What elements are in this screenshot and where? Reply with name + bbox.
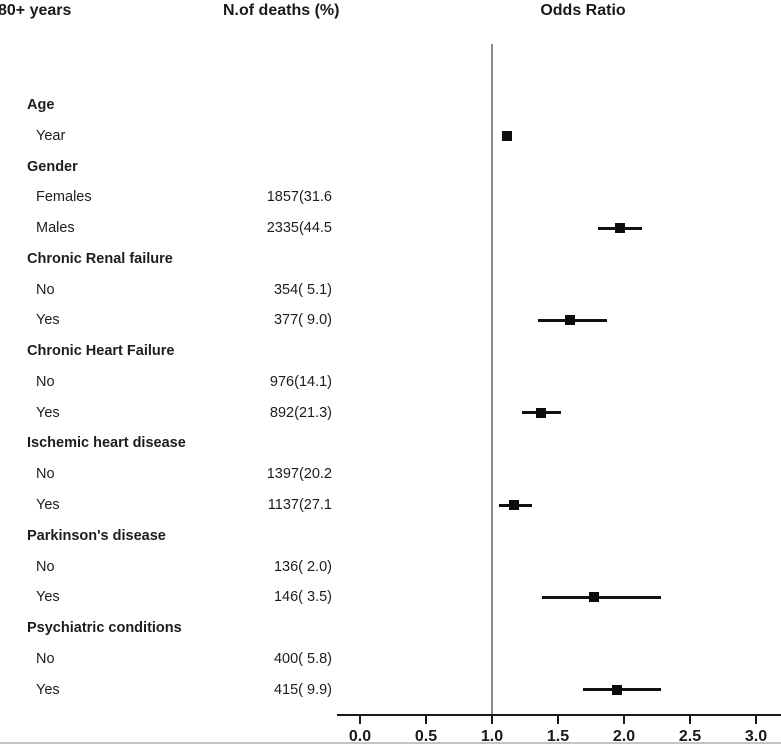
deaths-count-value: 1137(27.1 xyxy=(267,497,332,513)
x-axis-tick xyxy=(755,714,757,724)
row-item-label: Yes xyxy=(36,681,60,698)
row-item-label: Year xyxy=(36,127,66,144)
deaths-count-value: 976(14.1) xyxy=(269,373,332,390)
x-axis-tick-label: 3.0 xyxy=(744,728,768,744)
odds-ratio-marker xyxy=(509,500,520,510)
deaths-count-value: 146( 3.5) xyxy=(273,589,332,606)
column-header-age-group: 80+ years xyxy=(0,2,72,19)
x-axis-tick-label: 1.0 xyxy=(480,728,504,744)
deaths-count-value: 400( 5.8) xyxy=(273,650,332,667)
x-axis-tick xyxy=(491,714,493,724)
row-item-label: Males xyxy=(36,220,75,237)
odds-ratio-marker xyxy=(535,407,546,418)
x-axis-tick-label: 1.5 xyxy=(546,728,570,744)
deaths-count-value: 136( 2.0) xyxy=(273,558,332,575)
deaths-count-value: 1397(20.2 xyxy=(266,466,332,483)
x-axis-line xyxy=(337,714,781,716)
deaths-count-value: 377( 9.0) xyxy=(273,312,332,329)
row-category-label: Chronic Heart Failure xyxy=(27,343,175,360)
row-item-label: No xyxy=(36,466,55,483)
x-axis-tick-label: 0.0 xyxy=(348,728,372,744)
row-category-label: Psychiatric conditions xyxy=(27,620,182,637)
x-axis-tick xyxy=(623,714,625,724)
x-axis-tick-label: 0.5 xyxy=(414,728,438,744)
x-axis-tick xyxy=(359,714,361,724)
x-axis-tick-label: 2.0 xyxy=(612,728,636,744)
confidence-interval-line xyxy=(542,595,661,599)
deaths-count-value: 1857(31.6 xyxy=(266,189,332,206)
odds-ratio-marker xyxy=(615,223,626,234)
x-axis-tick xyxy=(557,714,559,724)
x-axis-tick xyxy=(689,714,691,724)
deaths-count-value: 2335(44.5 xyxy=(266,220,332,237)
row-item-label: No xyxy=(36,650,55,667)
odds-ratio-marker xyxy=(588,592,599,603)
deaths-count-value: 354( 5.1) xyxy=(273,281,332,298)
row-item-label: Yes xyxy=(36,404,60,421)
row-category-label: Ischemic heart disease xyxy=(27,435,186,452)
row-item-label: No xyxy=(36,558,55,575)
row-item-label: Yes xyxy=(36,312,60,329)
row-category-label: Chronic Renal failure xyxy=(27,250,173,267)
row-item-label: Yes xyxy=(36,589,60,606)
row-category-label: Age xyxy=(27,97,55,113)
row-item-label: Females xyxy=(36,189,92,206)
x-axis-tick xyxy=(425,714,427,724)
row-item-label: Yes xyxy=(36,497,60,513)
row-category-label: Parkinson's disease xyxy=(27,527,166,544)
column-header-odds-ratio: Odds Ratio xyxy=(540,2,626,19)
odds-ratio-marker xyxy=(564,315,575,326)
odds-ratio-marker xyxy=(612,684,623,695)
deaths-count-value: 415( 9.9) xyxy=(273,681,332,698)
figure-bottom-edge xyxy=(0,742,781,744)
row-item-label: No xyxy=(36,373,55,390)
deaths-count-value: 892(21.3) xyxy=(269,404,332,421)
row-category-label: Gender xyxy=(27,158,78,175)
x-axis-tick-label: 2.5 xyxy=(678,728,702,744)
row-item-label: No xyxy=(36,281,55,298)
odds-ratio-marker xyxy=(501,130,512,141)
reference-line-or-1 xyxy=(491,44,493,714)
column-header-n-deaths: N.of deaths (%) xyxy=(223,2,340,19)
